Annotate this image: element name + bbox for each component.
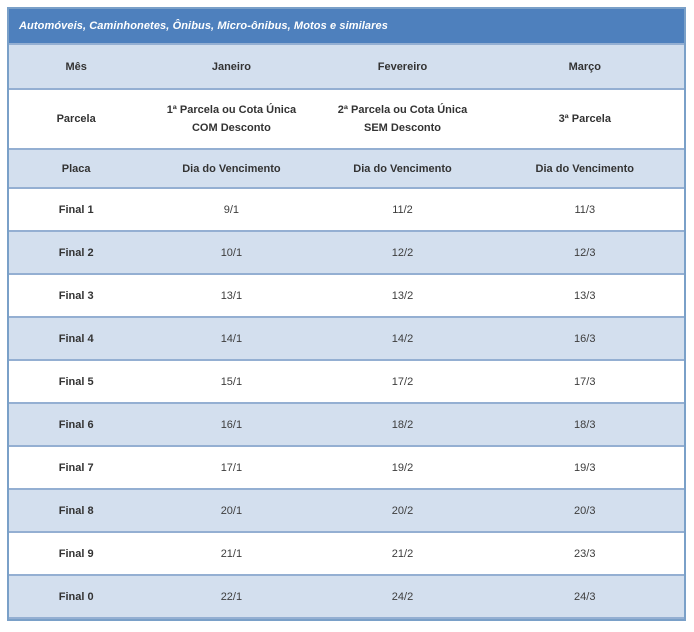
plate-final-cell: Final 8 [9, 488, 144, 533]
month-header-fevereiro: Fevereiro [319, 43, 486, 90]
due-date-march-cell: 18/3 [485, 402, 684, 447]
subheader-placa: Placa [9, 148, 144, 189]
due-date-march-cell: 23/3 [485, 532, 684, 575]
due-date-january-cell: 13/1 [143, 274, 320, 317]
parcela-second-line2: SEM Desconto [364, 122, 442, 134]
parcela-header-first-installment: 1ª Parcela ou Cota Única COM Desconto [143, 89, 320, 149]
due-date-january-cell: 14/1 [143, 316, 320, 361]
plate-final-row: Final 0 22/1 24/2 24/3 [9, 574, 684, 619]
plate-final-cell: Final 4 [9, 316, 144, 361]
plate-final-cell: Final 7 [9, 446, 144, 489]
plate-final-cell: Final 1 [9, 188, 144, 231]
due-date-march-cell: 17/3 [485, 360, 684, 403]
due-date-february-cell: 11/2 [319, 188, 486, 231]
subheader-due-feb: Dia do Vencimento [319, 148, 486, 189]
due-date-march-cell: 19/3 [485, 446, 684, 489]
due-date-february-cell: 12/2 [319, 230, 486, 275]
due-dates-grid: Mês Janeiro Fevereiro Março Parcela 1ª P… [9, 43, 684, 619]
plate-final-cell: Final 6 [9, 402, 144, 447]
placa-subheader-row: Placa Dia do Vencimento Dia do Venciment… [9, 148, 684, 189]
plate-final-row: Final 1 9/1 11/2 11/3 [9, 188, 684, 231]
parcela-first-line1: 1ª Parcela ou Cota Única [166, 104, 297, 116]
plate-final-row: Final 3 13/1 13/2 13/3 [9, 274, 684, 317]
due-date-january-cell: 9/1 [143, 188, 320, 231]
ipva-due-dates-table: Automóveis, Caminhonetes, Ônibus, Micro-… [7, 7, 686, 621]
due-date-march-cell: 13/3 [485, 274, 684, 317]
due-date-march-cell: 12/3 [485, 230, 684, 275]
parcela-second-line1: 2ª Parcela ou Cota Única [337, 104, 468, 116]
parcela-header-third-installment: 3ª Parcela [485, 89, 684, 149]
month-header-marco: Março [485, 43, 684, 90]
due-date-february-cell: 14/2 [319, 316, 486, 361]
due-date-january-cell: 20/1 [143, 488, 320, 533]
plate-final-row: Final 6 16/1 18/2 18/3 [9, 402, 684, 447]
due-date-january-cell: 22/1 [143, 574, 320, 619]
due-date-february-cell: 17/2 [319, 360, 486, 403]
table-title-bar: Automóveis, Caminhonetes, Ônibus, Micro-… [9, 9, 684, 43]
due-date-january-cell: 16/1 [143, 402, 320, 447]
plate-final-cell: Final 2 [9, 230, 144, 275]
subheader-due-mar: Dia do Vencimento [485, 148, 684, 189]
due-date-march-cell: 20/3 [485, 488, 684, 533]
plate-final-cell: Final 0 [9, 574, 144, 619]
due-date-february-cell: 21/2 [319, 532, 486, 575]
due-date-march-cell: 16/3 [485, 316, 684, 361]
month-header-janeiro: Janeiro [143, 43, 320, 90]
due-date-february-cell: 19/2 [319, 446, 486, 489]
due-date-february-cell: 20/2 [319, 488, 486, 533]
parcela-header-second-installment: 2ª Parcela ou Cota Única SEM Desconto [319, 89, 486, 149]
due-date-february-cell: 24/2 [319, 574, 486, 619]
subheader-due-jan: Dia do Vencimento [143, 148, 320, 189]
due-date-january-cell: 17/1 [143, 446, 320, 489]
due-date-february-cell: 18/2 [319, 402, 486, 447]
plate-final-row: Final 7 17/1 19/2 19/3 [9, 446, 684, 489]
parcela-header-label: Parcela [9, 89, 144, 149]
table-title: Automóveis, Caminhonetes, Ônibus, Micro-… [19, 20, 388, 32]
parcela-first-line2: COM Desconto [191, 122, 271, 134]
plate-final-row: Final 5 15/1 17/2 17/3 [9, 360, 684, 403]
plate-final-cell: Final 9 [9, 532, 144, 575]
plate-final-row: Final 8 20/1 20/2 20/3 [9, 488, 684, 533]
plate-final-row: Final 4 14/1 14/2 16/3 [9, 316, 684, 361]
plate-final-cell: Final 5 [9, 360, 144, 403]
plate-final-row: Final 2 10/1 12/2 12/3 [9, 230, 684, 275]
month-header-row: Mês Janeiro Fevereiro Março [9, 43, 684, 90]
due-date-february-cell: 13/2 [319, 274, 486, 317]
due-date-january-cell: 15/1 [143, 360, 320, 403]
due-date-january-cell: 21/1 [143, 532, 320, 575]
parcela-header-row: Parcela 1ª Parcela ou Cota Única COM Des… [9, 89, 684, 149]
due-date-march-cell: 11/3 [485, 188, 684, 231]
month-header-mes: Mês [9, 43, 144, 90]
plate-final-cell: Final 3 [9, 274, 144, 317]
plate-final-row: Final 9 21/1 21/2 23/3 [9, 532, 684, 575]
due-date-january-cell: 10/1 [143, 230, 320, 275]
due-dates-body: Final 1 9/1 11/2 11/3 Final 2 10/1 12/2 … [9, 188, 684, 619]
due-date-march-cell: 24/3 [485, 574, 684, 619]
due-dates-header: Mês Janeiro Fevereiro Março Parcela 1ª P… [9, 43, 684, 189]
